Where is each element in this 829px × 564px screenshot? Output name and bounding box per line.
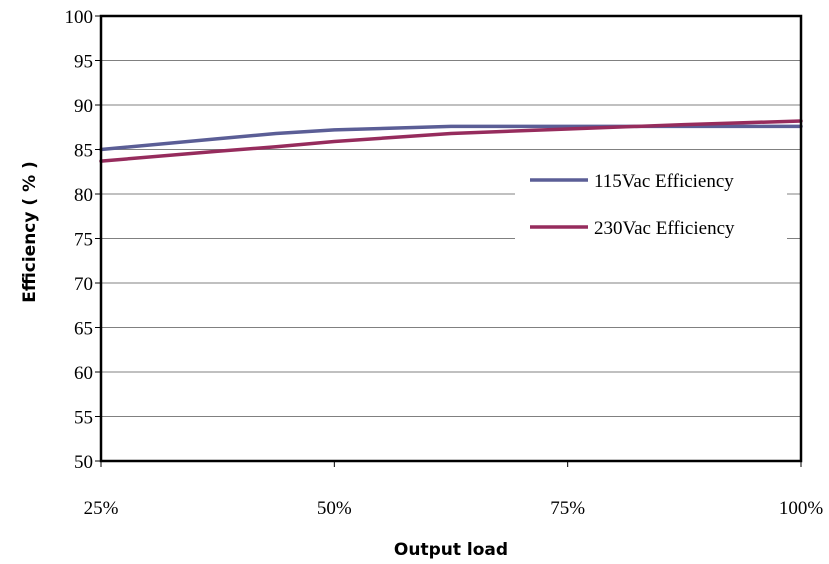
x-axis-title: Output load (394, 540, 508, 560)
y-tick-label: 65 (74, 319, 93, 340)
y-tick-label: 95 (74, 52, 93, 73)
x-tick-label: 75% (550, 498, 585, 519)
y-axis-title: Efficiency ( % ) (20, 161, 40, 303)
series-lines (99, 119, 803, 163)
x-tick-label: 50% (317, 498, 352, 519)
y-tick-label: 80 (74, 185, 93, 206)
x-tick-label: 100% (779, 498, 824, 519)
series-115vac (99, 124, 803, 152)
y-tick-label: 50 (74, 452, 93, 473)
x-axis-ticks: 25% 50% 75% 100% (84, 461, 824, 519)
series-line (99, 124, 803, 152)
y-tick-label: 60 (74, 363, 93, 384)
y-tick-label: 55 (74, 408, 93, 429)
y-tick-label: 75 (74, 230, 93, 251)
y-axis-ticks: 50 55 60 65 70 75 80 85 90 95 100 (65, 7, 101, 473)
y-tick-label: 100 (65, 7, 94, 28)
y-tick-label: 85 (74, 141, 93, 162)
y-tick-label: 70 (74, 274, 93, 295)
legend-label-230vac: 230Vac Efficiency (594, 218, 735, 239)
x-tick-label: 25% (84, 498, 119, 519)
y-tick-label: 90 (74, 96, 93, 117)
series-line (99, 119, 803, 163)
legend-label-115vac: 115Vac Efficiency (594, 171, 734, 192)
legend-background (515, 158, 787, 258)
grid-lines (101, 60, 801, 417)
legend: 115Vac Efficiency 230Vac Efficiency (515, 158, 787, 258)
